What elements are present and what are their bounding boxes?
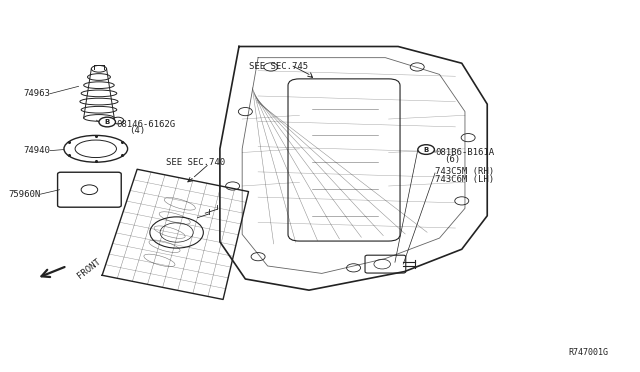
Circle shape: [418, 145, 435, 154]
Text: 74940: 74940: [23, 146, 50, 155]
Text: (6): (6): [444, 155, 460, 164]
Text: 75960N: 75960N: [8, 190, 40, 199]
Text: FRONT: FRONT: [76, 257, 102, 280]
Text: B: B: [424, 147, 429, 153]
Text: 743C5M (RH): 743C5M (RH): [435, 167, 494, 176]
Text: 081B6-B161A: 081B6-B161A: [435, 148, 494, 157]
Text: SEE SEC.740: SEE SEC.740: [166, 158, 225, 167]
Text: SEE SEC.745: SEE SEC.745: [248, 62, 308, 71]
Text: 74963: 74963: [23, 89, 50, 98]
Text: B: B: [104, 119, 110, 125]
Circle shape: [99, 117, 115, 127]
Text: R747001G: R747001G: [568, 348, 608, 357]
Text: 08146-6162G: 08146-6162G: [116, 120, 176, 129]
Text: 743C6M (LH): 743C6M (LH): [435, 175, 494, 184]
Text: (4): (4): [129, 126, 145, 135]
